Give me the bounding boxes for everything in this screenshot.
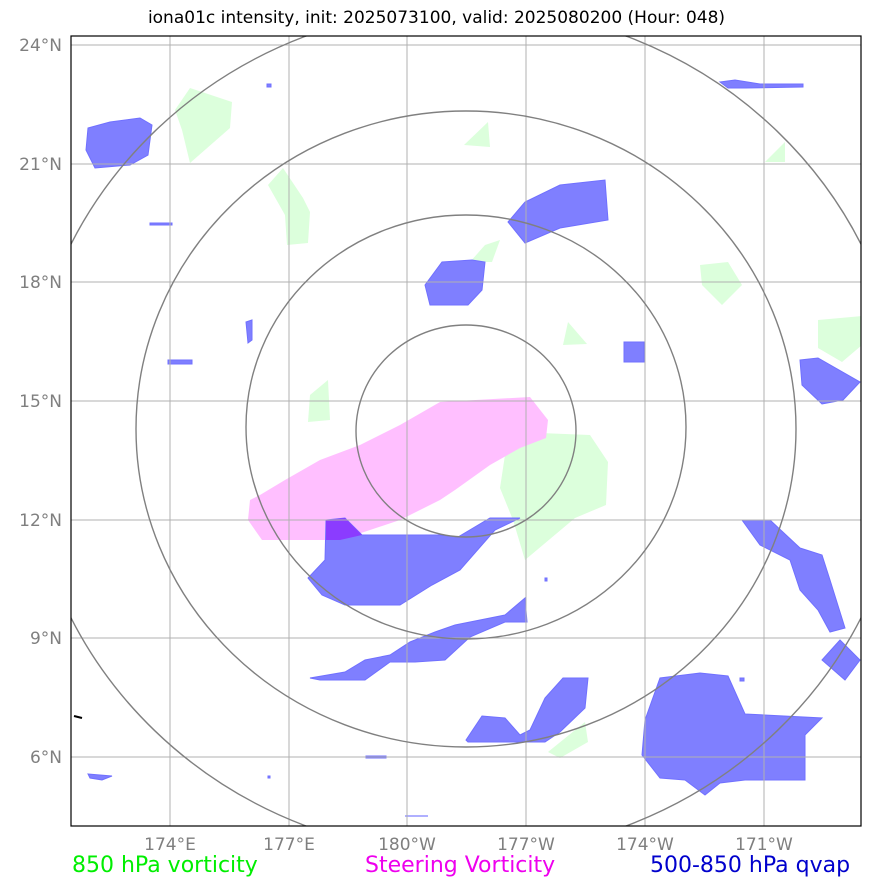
vorticity-850-region — [464, 122, 490, 147]
qvap-region — [266, 83, 272, 88]
vorticity-850-region — [563, 322, 587, 345]
vorticity-850-region — [175, 88, 232, 163]
map-title: iona01c intensity, init: 2025073100, val… — [147, 8, 726, 28]
qvap-region — [821, 639, 861, 681]
qvap-region — [85, 117, 153, 169]
x-tick-label: 171°W — [735, 835, 793, 855]
x-tick-label: 177°E — [263, 835, 315, 855]
qvap-region — [167, 359, 193, 365]
qvap-region — [307, 517, 521, 606]
y-tick-label: 24°N — [19, 36, 62, 56]
y-tick-label: 21°N — [19, 155, 62, 175]
qvap-region — [87, 773, 113, 781]
vorticity-850-region — [548, 722, 588, 758]
x-tick-label: 174°W — [616, 835, 674, 855]
y-tick-label: 9°N — [30, 629, 62, 649]
qvap-region — [799, 357, 861, 405]
y-tick-label: 6°N — [30, 748, 62, 768]
qvap-region — [544, 577, 548, 582]
vorticity-850-region — [765, 142, 785, 162]
legend-850-vorticity: 850 hPa vorticity — [72, 853, 258, 878]
qvap-region — [739, 677, 745, 682]
qvap-region — [623, 341, 645, 363]
y-tick-label: 15°N — [19, 392, 62, 412]
qvap-region — [465, 677, 589, 743]
vorticity-850-layer — [175, 88, 861, 758]
gridlines — [71, 36, 861, 826]
vorticity-850-region — [500, 433, 608, 560]
y-tick-label: 18°N — [19, 273, 62, 293]
range-ring — [135, 110, 797, 748]
legend-steering-vorticity: Steering Vorticity — [365, 853, 556, 878]
range-rings — [71, 36, 861, 826]
map-frame — [70, 35, 862, 827]
qvap-region — [309, 596, 528, 681]
range-ring — [355, 324, 577, 538]
steering-vorticity-layer — [248, 397, 548, 540]
vorticity-850-region — [470, 240, 500, 262]
steering-vorticity-region — [248, 397, 548, 540]
x-tick-label: 177°W — [497, 835, 555, 855]
overlap-region — [326, 518, 362, 540]
vorticity-850-region — [700, 262, 742, 305]
x-tick-label: 174°E — [144, 835, 196, 855]
y-tick-label: 12°N — [19, 511, 62, 531]
qvap-region — [149, 222, 173, 226]
vorticity-850-region — [818, 316, 861, 362]
qvap-region — [507, 179, 609, 244]
range-ring — [245, 214, 687, 640]
qvap-region — [641, 672, 824, 796]
x-axis-labels: 174°E 177°E 180°W 177°W 174°W 171°W — [144, 835, 793, 855]
y-axis-labels: 24°N 21°N 18°N 15°N 12°N 9°N 6°N — [19, 36, 62, 768]
qvap-region — [245, 319, 253, 344]
qvap-region — [267, 775, 271, 779]
legend-qvap: 500-850 hPa qvap — [650, 853, 851, 878]
x-tick-label: 180°W — [378, 835, 436, 855]
land-fragment — [73, 715, 83, 719]
qvap-region — [741, 519, 846, 633]
qvap-region — [718, 79, 804, 89]
